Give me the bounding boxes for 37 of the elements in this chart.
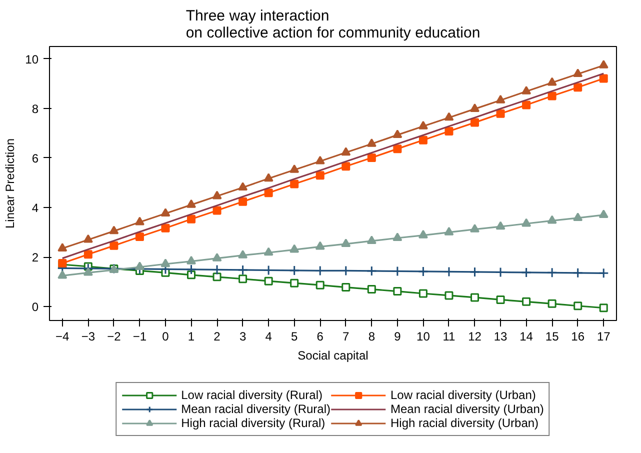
x-tick-label: −2 bbox=[107, 330, 122, 344]
y-tick-label: 6 bbox=[32, 151, 39, 166]
y-tick-label: 4 bbox=[32, 201, 39, 216]
x-tick-label: 7 bbox=[342, 330, 350, 344]
x-tick-label: −4 bbox=[56, 330, 70, 344]
chart-title: Three way interaction on collective action for community education bbox=[186, 8, 480, 42]
legend-label: High racial diversity (Rural) bbox=[181, 416, 326, 430]
x-tick-label: 4 bbox=[265, 330, 272, 344]
x-tick-label: 13 bbox=[494, 330, 508, 344]
x-tick-label: 3 bbox=[239, 330, 246, 344]
legend-label: Mean racial diversity (Rural) bbox=[181, 402, 330, 416]
x-tick-label: 0 bbox=[162, 330, 170, 344]
y-axis-title: Linear Prediction bbox=[3, 138, 18, 229]
x-tick-label: 17 bbox=[596, 330, 611, 344]
y-tick-label: 2 bbox=[32, 250, 39, 265]
x-tick-label: 9 bbox=[394, 330, 402, 344]
x-tick-label: 16 bbox=[571, 330, 585, 344]
x-tick-label: 12 bbox=[468, 330, 482, 344]
legend-label: Low racial diversity (Rural) bbox=[181, 388, 322, 402]
y-tick-label: 10 bbox=[25, 52, 39, 66]
x-tick-label: 15 bbox=[545, 330, 560, 344]
x-tick-label: 6 bbox=[316, 330, 324, 344]
x-tick-label: 5 bbox=[291, 330, 298, 344]
x-tick-label: −1 bbox=[132, 330, 147, 344]
legend-label: Mean racial diversity (Urban) bbox=[390, 402, 544, 416]
x-tick-label: 2 bbox=[214, 330, 221, 344]
x-tick-label: 8 bbox=[368, 330, 376, 344]
legend-label: Low racial diversity (Urban) bbox=[390, 388, 536, 402]
y-tick-label: 0 bbox=[32, 300, 39, 314]
x-tick-label: 1 bbox=[188, 330, 195, 344]
x-axis-title: Social capital bbox=[298, 348, 368, 362]
legend-label: High racial diversity (Urban) bbox=[390, 416, 539, 430]
x-tick-label: 14 bbox=[520, 330, 534, 344]
x-tick-label: −3 bbox=[81, 330, 96, 344]
y-tick-label: 8 bbox=[32, 102, 39, 116]
x-tick-label: 11 bbox=[442, 330, 456, 344]
x-tick-label: 10 bbox=[416, 330, 430, 344]
